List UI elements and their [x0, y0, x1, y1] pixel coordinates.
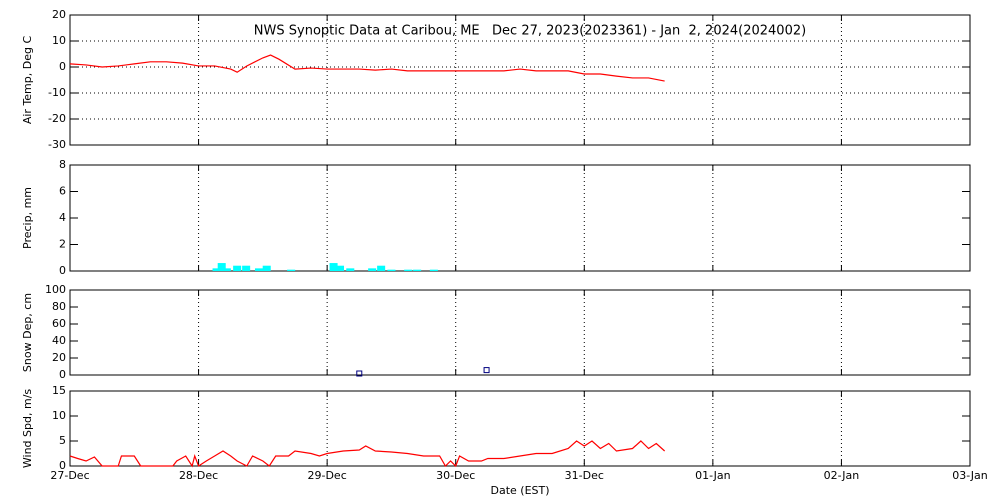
bar	[242, 265, 251, 271]
bar	[329, 263, 338, 271]
y-tick-label: 100	[45, 283, 66, 296]
y-tick-label: -20	[48, 112, 66, 125]
bar	[254, 268, 264, 271]
y-axis-title: Precip, mm	[21, 187, 34, 249]
y-tick-label: 0	[59, 60, 66, 73]
line	[69, 440, 666, 468]
bar	[368, 268, 377, 271]
y-tick-label: -10	[48, 86, 66, 99]
x-tick-label: 28-Dec	[179, 469, 218, 482]
bar	[233, 265, 242, 271]
bar	[222, 268, 231, 271]
y-tick-label: 10	[52, 34, 66, 47]
x-tick-label: 30-Dec	[436, 469, 475, 482]
y-tick-label: 2	[59, 238, 66, 251]
y-tick-label: 0	[59, 368, 66, 381]
x-tick-label: 31-Dec	[565, 469, 604, 482]
y-tick-label: 40	[52, 334, 66, 347]
bar	[217, 263, 226, 271]
y-tick-label: 80	[52, 300, 66, 313]
bar	[287, 269, 296, 271]
chart-title: NWS Synoptic Data at Caribou, ME Dec 27,…	[254, 24, 806, 39]
x-tick-label: 03-Jan	[952, 469, 988, 482]
bar	[335, 265, 345, 271]
y-tick-label: 60	[52, 317, 66, 330]
x-axis-title: Date (EST)	[490, 484, 549, 497]
y-tick-label: 0	[59, 459, 66, 472]
y-tick-label: -30	[48, 138, 66, 151]
bar	[262, 265, 271, 271]
line	[69, 54, 665, 82]
plot-frame	[69, 14, 971, 146]
y-axis-title: Air Temp, Deg C	[21, 36, 34, 125]
plot-frame	[69, 164, 971, 272]
bar	[387, 269, 396, 271]
x-tick-label: 29-Dec	[308, 469, 347, 482]
y-tick-label: 10	[52, 409, 66, 422]
plot-frame	[69, 289, 971, 376]
y-axis-title: Snow Dep, cm	[21, 293, 34, 372]
point	[483, 367, 490, 374]
x-tick-label: 27-Dec	[50, 469, 89, 482]
y-tick-label: 15	[52, 384, 66, 397]
y-tick-label: 4	[59, 211, 66, 224]
bar	[413, 269, 422, 271]
bar	[212, 268, 221, 271]
y-tick-label: 0	[59, 264, 66, 277]
y-tick-label: 6	[59, 185, 66, 198]
y-tick-label: 20	[52, 8, 66, 21]
bar	[429, 269, 438, 271]
plot-frame	[69, 390, 971, 467]
y-tick-label: 20	[52, 351, 66, 364]
y-tick-label: 8	[59, 158, 66, 171]
point	[356, 370, 363, 377]
y-axis-title: Wind Spd, m/s	[21, 389, 34, 469]
x-tick-label: 02-Jan	[824, 469, 860, 482]
y-tick-label: 5	[59, 434, 66, 447]
bar	[377, 265, 386, 271]
x-tick-label: 01-Jan	[695, 469, 731, 482]
bar	[346, 268, 355, 271]
bar	[404, 269, 413, 271]
